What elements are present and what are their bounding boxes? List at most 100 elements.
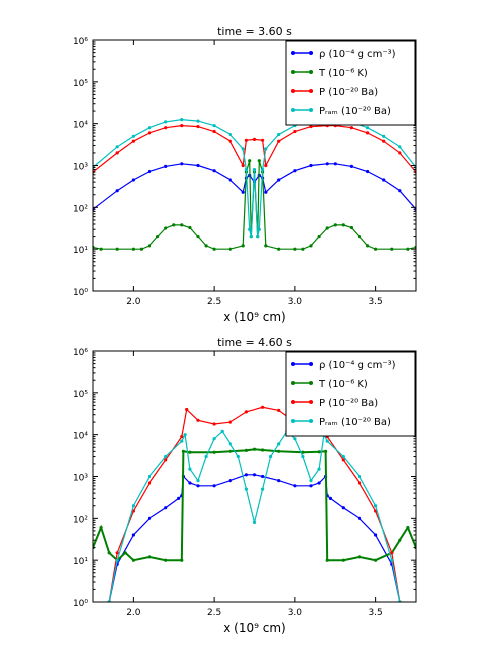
data-point — [172, 223, 176, 227]
data-point — [398, 151, 402, 155]
data-point — [185, 407, 189, 412]
x-tick-label: 3.0 — [288, 297, 303, 307]
data-point — [147, 474, 152, 479]
data-point — [256, 235, 260, 239]
data-point — [357, 235, 362, 239]
chart-title: time = 3.60 s — [217, 25, 292, 38]
data-point — [390, 558, 394, 562]
data-point — [196, 235, 200, 239]
data-point — [374, 558, 378, 562]
series-group — [93, 405, 416, 602]
legend-box — [285, 351, 416, 437]
data-point — [325, 439, 329, 443]
y-tick-label: 10⁰ — [73, 288, 88, 298]
data-point — [212, 437, 216, 441]
legend-swatch-marker — [309, 70, 313, 74]
data-point — [277, 479, 281, 483]
data-point — [164, 226, 168, 230]
data-point — [115, 189, 119, 193]
data-point — [382, 178, 386, 182]
data-point — [325, 558, 329, 562]
data-point — [147, 516, 152, 520]
x-tick-label: 2.5 — [207, 608, 221, 618]
data-point — [382, 139, 386, 143]
y-tick-label: 10⁵ — [73, 390, 88, 400]
legend-swatch-marker — [309, 381, 313, 385]
data-point — [139, 247, 143, 251]
data-point — [277, 132, 281, 137]
data-point — [131, 504, 135, 508]
legend-swatch-marker — [291, 70, 295, 74]
data-point — [244, 487, 248, 491]
data-point — [244, 138, 248, 142]
data-point — [309, 125, 313, 129]
legend-label: P (10⁻²⁰ Ba) — [319, 398, 378, 409]
data-point — [196, 163, 200, 168]
y-tick-label: 10¹ — [73, 246, 88, 256]
data-point — [333, 162, 337, 166]
legend-swatch-marker — [291, 400, 295, 404]
data-point — [293, 484, 297, 488]
legend-swatch-marker — [291, 51, 295, 55]
data-point — [180, 124, 184, 128]
data-point — [212, 129, 216, 134]
data-point — [357, 474, 362, 479]
x-tick-label: 2.5 — [207, 297, 221, 307]
data-point — [293, 437, 297, 441]
data-point — [147, 555, 152, 559]
data-point — [180, 435, 184, 439]
data-point — [309, 479, 313, 483]
data-point — [196, 418, 200, 422]
data-point — [180, 118, 184, 122]
data-point — [249, 235, 253, 239]
data-point — [241, 147, 245, 151]
data-point — [277, 408, 281, 412]
data-point — [131, 247, 135, 251]
data-point — [164, 454, 168, 459]
data-point — [241, 190, 245, 194]
data-point — [382, 134, 386, 138]
x-tick-label: 2.0 — [126, 297, 141, 307]
data-point — [212, 169, 216, 173]
data-point — [349, 126, 353, 130]
data-point — [309, 484, 313, 488]
data-point — [177, 496, 181, 500]
data-point — [228, 442, 232, 446]
data-point — [257, 159, 261, 163]
y-tick-label: 10⁴ — [73, 121, 88, 131]
data-point — [406, 247, 410, 251]
data-point — [244, 448, 248, 452]
x-axis-label: x (10⁹ cm) — [223, 310, 285, 324]
data-point — [301, 450, 305, 454]
data-point — [196, 125, 200, 129]
y-tick-label: 10⁰ — [73, 599, 88, 609]
data-point — [341, 454, 345, 459]
data-point — [204, 244, 208, 248]
series-line-1 — [108, 474, 401, 602]
legend-box — [285, 40, 416, 126]
data-point — [115, 558, 119, 562]
data-point — [264, 244, 268, 248]
data-point — [131, 533, 135, 537]
data-point — [164, 506, 168, 510]
data-point — [277, 247, 281, 251]
legend-label: ρ (10⁻⁴ g cm⁻³) — [319, 360, 396, 371]
legend-swatch-marker — [309, 108, 313, 112]
data-point — [390, 551, 394, 555]
series-line-2 — [93, 448, 416, 562]
data-point — [261, 474, 265, 479]
data-point — [196, 479, 200, 483]
data-point — [196, 484, 200, 488]
data-point — [324, 449, 328, 453]
data-point — [374, 533, 378, 537]
data-point — [181, 449, 185, 453]
data-point — [212, 124, 216, 128]
data-point — [180, 223, 184, 227]
series-line-1 — [93, 163, 416, 210]
data-point — [115, 151, 119, 155]
x-tick-label: 2.0 — [126, 608, 141, 618]
data-point — [398, 145, 402, 149]
data-point — [261, 448, 265, 452]
legend-swatch-marker — [291, 381, 295, 385]
data-point — [115, 145, 119, 149]
